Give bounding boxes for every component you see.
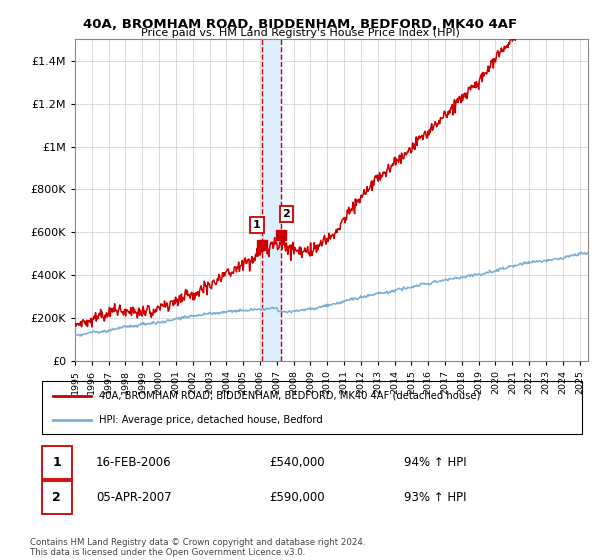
Text: 40A, BROMHAM ROAD, BIDDENHAM, BEDFORD, MK40 4AF (detached house): 40A, BROMHAM ROAD, BIDDENHAM, BEDFORD, M… (98, 391, 480, 401)
Text: 1: 1 (253, 220, 261, 230)
Bar (262, 39, 281, 361)
Text: 2: 2 (283, 209, 290, 219)
Text: Price paid vs. HM Land Registry's House Price Index (HPI): Price paid vs. HM Land Registry's House … (140, 28, 460, 38)
Text: Contains HM Land Registry data © Crown copyright and database right 2024.
This d: Contains HM Land Registry data © Crown c… (30, 538, 365, 557)
Text: 16-FEB-2006: 16-FEB-2006 (96, 456, 172, 469)
Bar (42, 481, 72, 514)
Text: 40A, BROMHAM ROAD, BIDDENHAM, BEDFORD, MK40 4AF: 40A, BROMHAM ROAD, BIDDENHAM, BEDFORD, M… (83, 18, 517, 31)
Text: £540,000: £540,000 (269, 456, 325, 469)
Text: 93% ↑ HPI: 93% ↑ HPI (404, 491, 466, 504)
Text: 05-APR-2007: 05-APR-2007 (96, 491, 172, 504)
Text: 2: 2 (52, 491, 61, 504)
Text: HPI: Average price, detached house, Bedford: HPI: Average price, detached house, Bedf… (98, 415, 322, 425)
Text: £590,000: £590,000 (269, 491, 325, 504)
Text: 1: 1 (52, 456, 61, 469)
Text: 94% ↑ HPI: 94% ↑ HPI (404, 456, 466, 469)
Bar (42, 446, 72, 479)
